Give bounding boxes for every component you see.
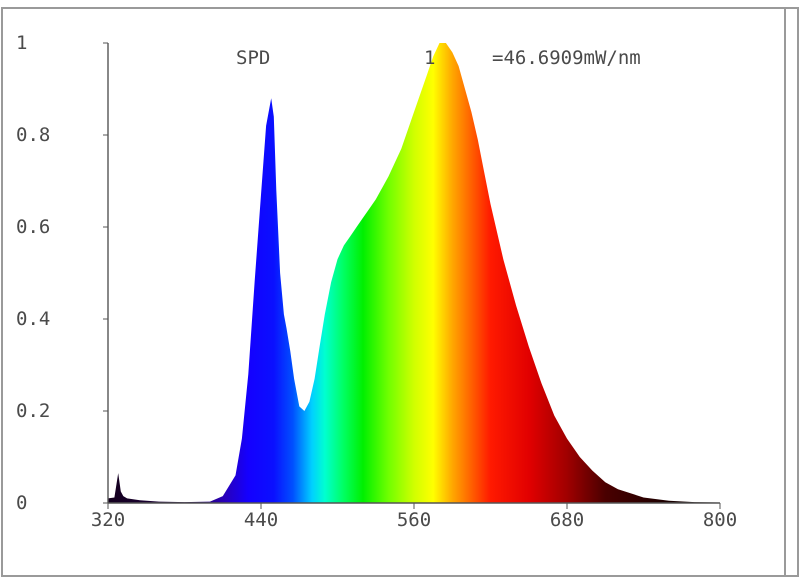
chart-frame xyxy=(1,7,799,577)
y-tick-label: 0.8 xyxy=(16,124,50,146)
y-tick-label: 0.4 xyxy=(16,308,50,330)
chart-title: SPD xyxy=(236,47,270,69)
spd-curve-area xyxy=(108,43,720,503)
x-tick-label: 560 xyxy=(397,509,431,531)
y-tick-label: 0 xyxy=(16,492,27,514)
scale-prefix: 1 xyxy=(424,47,435,69)
scale-annotation: =46.6909mW/nm xyxy=(492,47,641,69)
x-tick-label: 680 xyxy=(550,509,584,531)
y-tick-label: 0.2 xyxy=(16,400,50,422)
y-tick-label: 1 xyxy=(16,32,27,54)
y-tick-label: 0.6 xyxy=(16,216,50,238)
x-tick-label: 440 xyxy=(244,509,278,531)
x-tick-label: 320 xyxy=(91,509,125,531)
x-tick-label: 800 xyxy=(703,509,737,531)
